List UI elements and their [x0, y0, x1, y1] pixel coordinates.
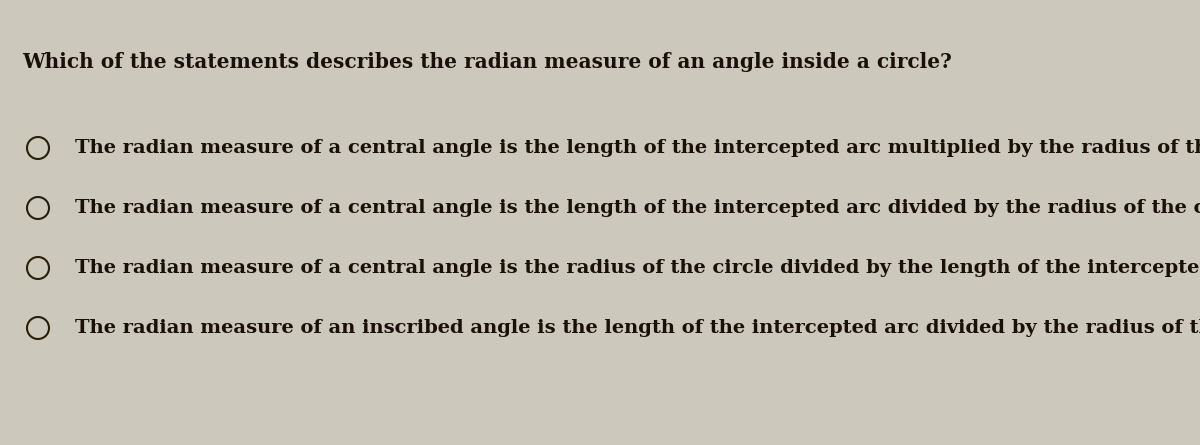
- Text: The radian measure of a central angle is the length of the intercepted arc divid: The radian measure of a central angle is…: [74, 199, 1200, 217]
- Text: The radian measure of a central angle is the radius of the circle divided by the: The radian measure of a central angle is…: [74, 259, 1200, 277]
- Text: The radian measure of an inscribed angle is the length of the intercepted arc di: The radian measure of an inscribed angle…: [74, 319, 1200, 337]
- Circle shape: [28, 137, 49, 159]
- Circle shape: [28, 317, 49, 339]
- Circle shape: [28, 257, 49, 279]
- Text: The radian measure of a central angle is the length of the intercepted arc multi: The radian measure of a central angle is…: [74, 139, 1200, 157]
- Text: Which of the statements describes the radian measure of an angle inside a circle: Which of the statements describes the ra…: [22, 52, 952, 72]
- Circle shape: [28, 197, 49, 219]
